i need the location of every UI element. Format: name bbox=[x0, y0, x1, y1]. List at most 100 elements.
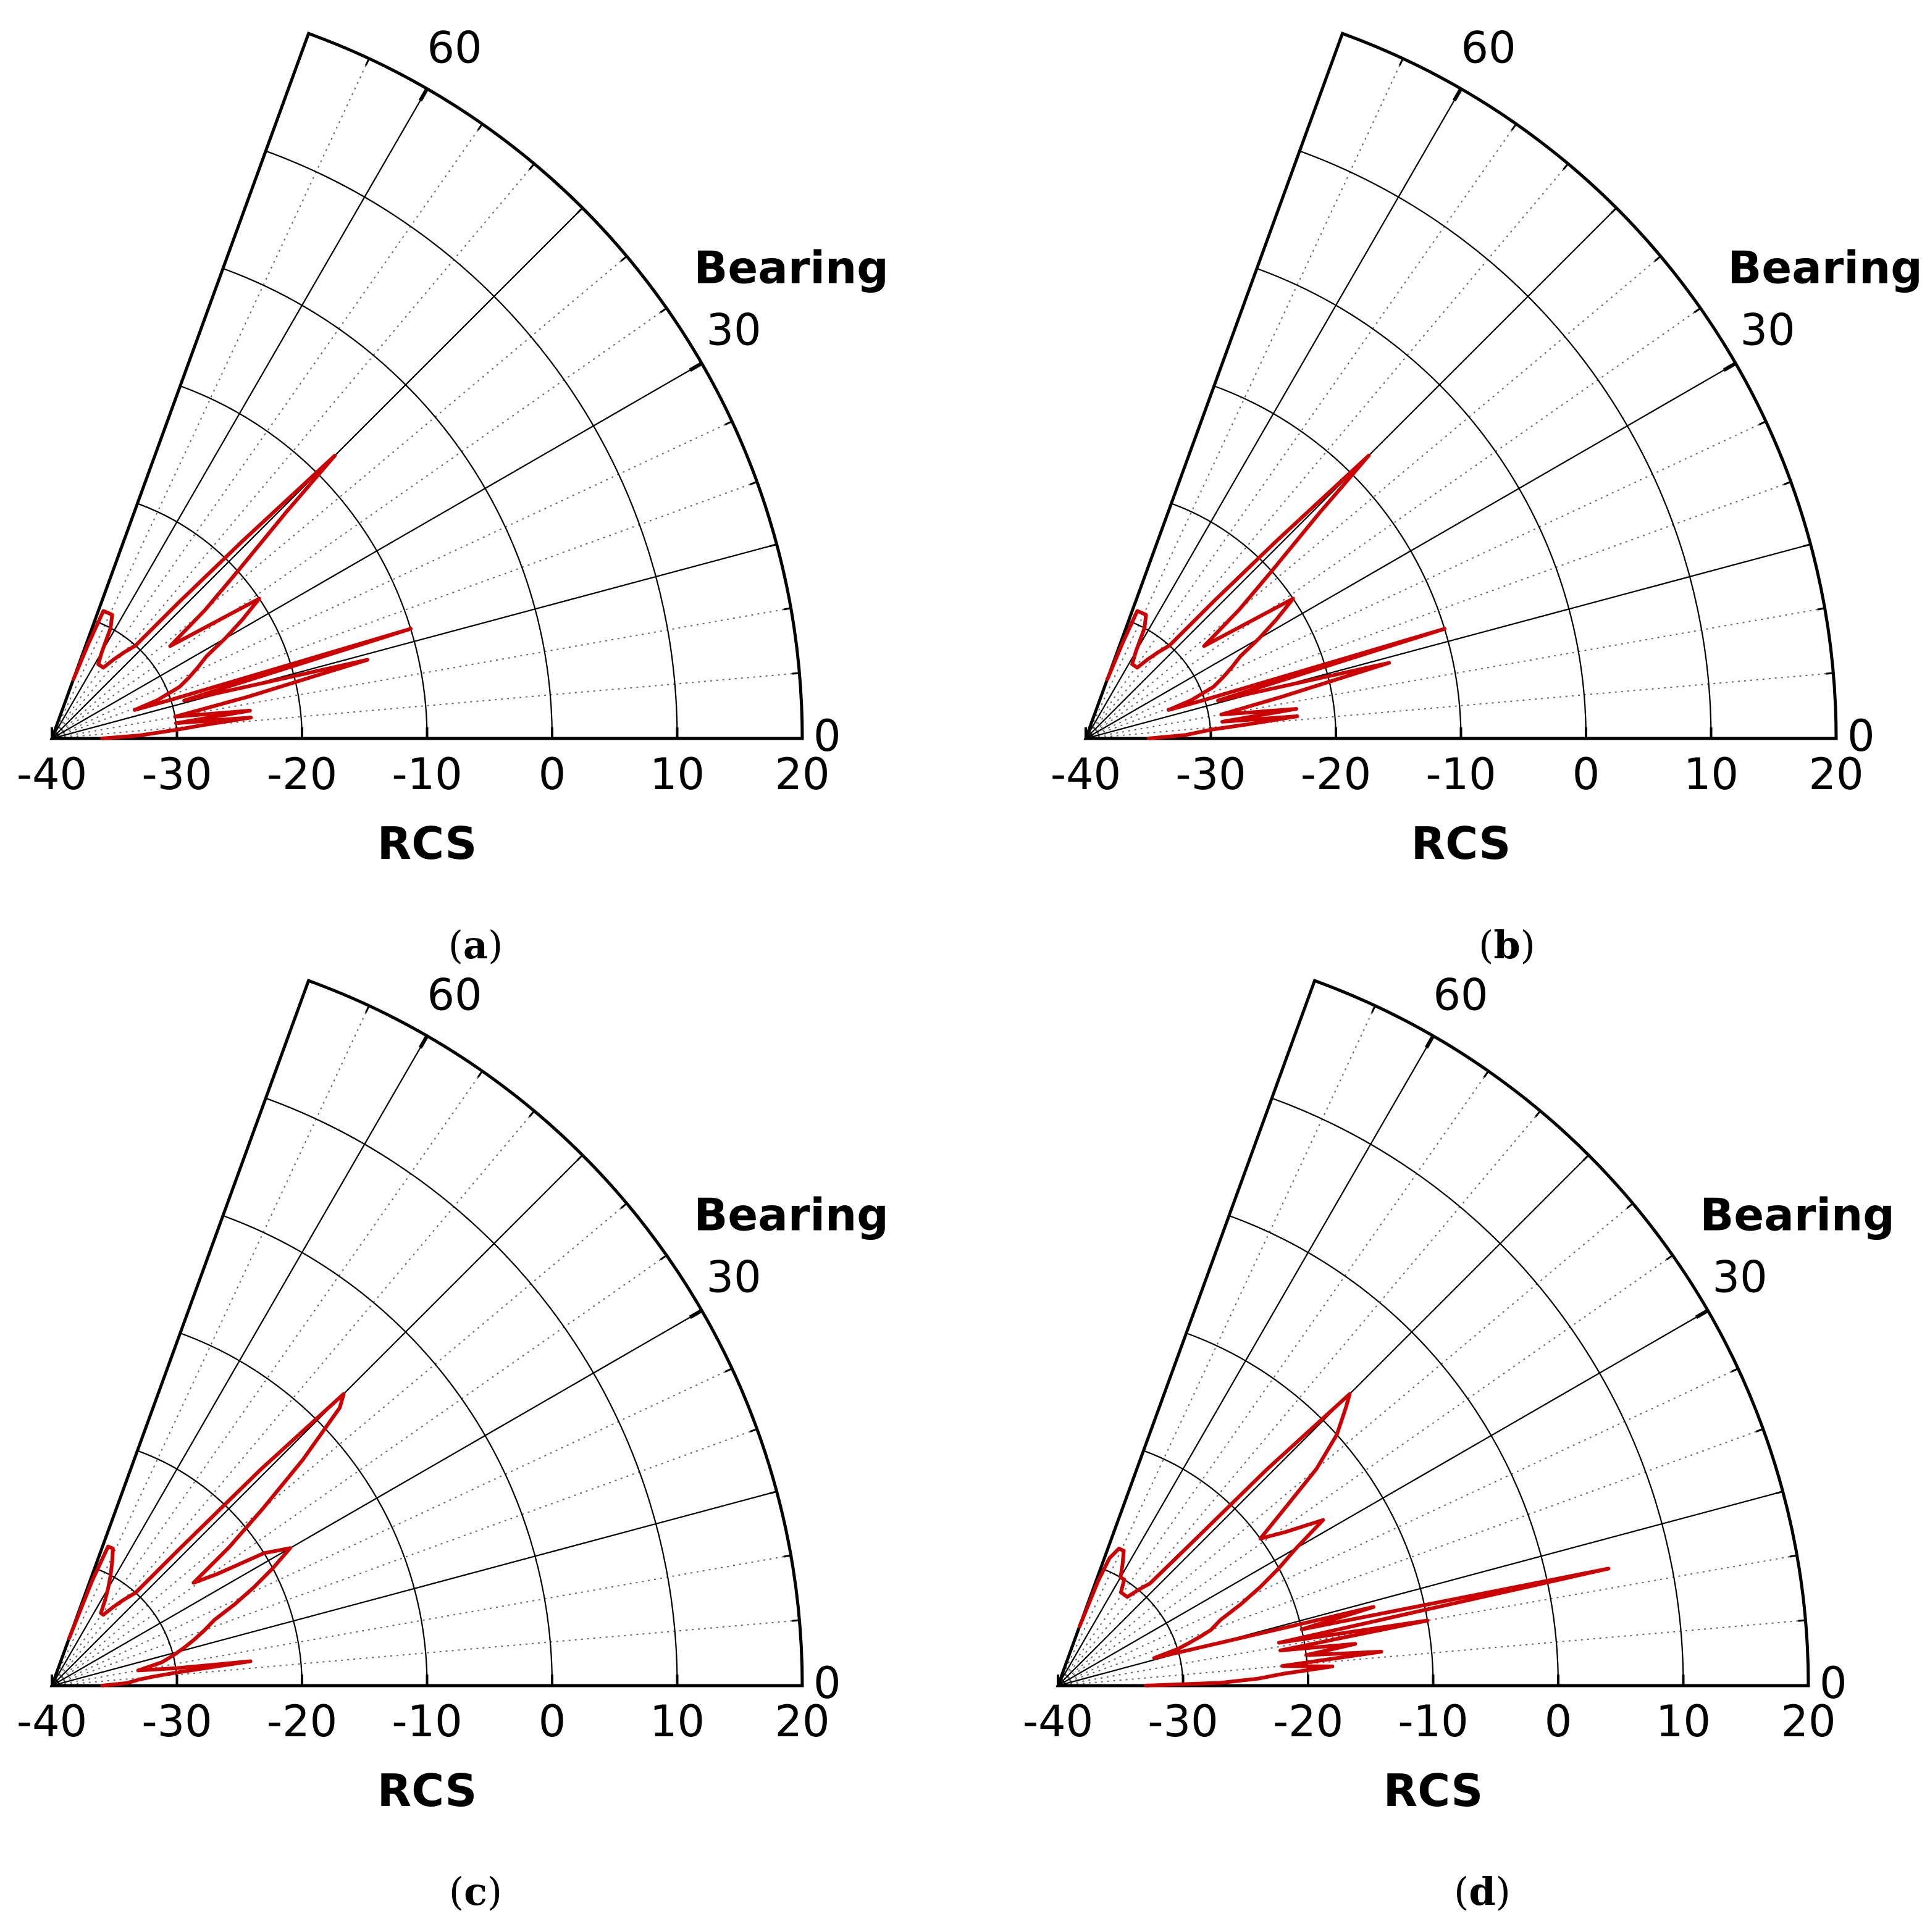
bearing-tick bbox=[529, 1110, 535, 1118]
rcs-data-point bbox=[175, 728, 178, 732]
rcs-data-point bbox=[193, 1637, 196, 1641]
rcs-data-point bbox=[138, 734, 141, 737]
bearing-tick bbox=[1483, 1070, 1490, 1078]
rcs-tick-label: -40 bbox=[1023, 1696, 1093, 1747]
rcs-tick-label: -20 bbox=[267, 749, 337, 800]
rcs-data-point bbox=[1425, 1619, 1429, 1622]
rcs-data-point bbox=[100, 1684, 104, 1687]
bearing-tick bbox=[1731, 1368, 1739, 1373]
bearing-tick bbox=[529, 163, 535, 170]
rcs-tick-label: -40 bbox=[17, 749, 87, 800]
rcs-data-point bbox=[1280, 695, 1283, 699]
rcs-data-point bbox=[134, 644, 137, 647]
rcs-data-point bbox=[1219, 1681, 1222, 1684]
rcs-data-point bbox=[1277, 1641, 1281, 1644]
rcs-data-point bbox=[178, 1547, 182, 1550]
rcs-data-point bbox=[1304, 1654, 1308, 1657]
rcs-data-point bbox=[1315, 1467, 1319, 1471]
bearing-tick bbox=[1693, 307, 1702, 314]
rcs-data-point bbox=[227, 1545, 231, 1549]
bearing-tick-label: 60 bbox=[1433, 969, 1488, 1020]
rcs-data-point bbox=[1321, 1518, 1325, 1522]
range-ring bbox=[1228, 1215, 1559, 1686]
rcs-tick-label: -40 bbox=[17, 1696, 87, 1747]
rcs-data-point bbox=[182, 699, 186, 703]
rcs-axis-title: RCS bbox=[377, 818, 477, 869]
rcs-data-point bbox=[248, 709, 252, 713]
rcs-data-point bbox=[1443, 627, 1446, 630]
range-ring bbox=[222, 1215, 553, 1686]
rcs-data-point bbox=[1134, 650, 1138, 654]
rcs-data-point bbox=[109, 626, 112, 630]
rcs-data-point bbox=[101, 1613, 105, 1616]
rcs-data-point bbox=[1256, 1677, 1260, 1681]
rcs-data-point bbox=[216, 1572, 220, 1576]
bearing-tick bbox=[724, 1368, 732, 1373]
rcs-data-point bbox=[1295, 714, 1299, 718]
rcs-data-point bbox=[1372, 1605, 1375, 1609]
rcs-data-point bbox=[1212, 685, 1215, 689]
rcs-data-point bbox=[100, 737, 104, 740]
rcs-data-point bbox=[284, 511, 288, 514]
panel-caption: (c) bbox=[449, 1869, 502, 1914]
rcs-tick-label: 10 bbox=[1684, 749, 1739, 800]
rcs-data-point bbox=[202, 627, 206, 630]
bearing-tick bbox=[620, 1202, 627, 1209]
bearing-tick bbox=[576, 207, 584, 214]
rcs-data-point bbox=[1280, 1664, 1284, 1668]
bearing-tick bbox=[1654, 255, 1661, 262]
panel-c: -40 -30 -20 -10 0 10 20 RCS 0 30 60 Bearing (c) bbox=[17, 969, 889, 1914]
rcs-data-point bbox=[262, 1551, 266, 1555]
rcs-data-point bbox=[99, 1612, 103, 1615]
rcs-data-point bbox=[122, 1597, 126, 1601]
bearing-tick bbox=[477, 123, 484, 131]
bearing-tick-label: 30 bbox=[1713, 1252, 1768, 1303]
bearing-tick bbox=[1610, 207, 1618, 214]
rcs-data-point bbox=[1275, 617, 1278, 621]
rcs-tick-label: 10 bbox=[1656, 1696, 1711, 1747]
rcs-data-point bbox=[90, 1579, 94, 1583]
rcs-tick-label: -10 bbox=[1425, 749, 1496, 800]
range-ring bbox=[1143, 1450, 1309, 1686]
bearing-tick bbox=[1371, 1005, 1376, 1013]
rcs-data-point bbox=[1246, 722, 1249, 726]
range-ring bbox=[1214, 385, 1462, 739]
bearing-tick bbox=[1452, 88, 1463, 102]
rcs-data-point bbox=[1187, 1641, 1191, 1645]
rcs-data-point bbox=[1167, 708, 1170, 712]
bearing-tick-label: 30 bbox=[707, 1252, 762, 1303]
rcs-data-point bbox=[1300, 1628, 1304, 1631]
rcs-data-point bbox=[1168, 644, 1171, 647]
rcs-tick-label: 20 bbox=[774, 749, 829, 800]
rcs-data-point bbox=[1348, 1392, 1351, 1395]
rcs-axis-title: RCS bbox=[1383, 1765, 1483, 1817]
bearing-tick bbox=[660, 307, 668, 314]
rcs-data-point bbox=[1190, 698, 1193, 702]
rcs-data-point bbox=[112, 1605, 115, 1608]
rcs-data-point bbox=[366, 658, 369, 662]
rcs-data-point bbox=[182, 1646, 186, 1650]
rcs-data-point bbox=[1212, 600, 1215, 603]
range-ring bbox=[1299, 150, 1712, 739]
rcs-data-point bbox=[1120, 643, 1123, 647]
rcs-data-point bbox=[1387, 661, 1391, 664]
rcs-data-point bbox=[224, 637, 227, 640]
bearing-tick bbox=[1783, 481, 1792, 485]
rcs-series-line bbox=[1077, 1392, 1611, 1687]
rcs-data-point bbox=[241, 539, 245, 542]
rcs-data-point bbox=[1219, 713, 1223, 716]
rcs-data-point bbox=[178, 685, 181, 689]
bearing-tick bbox=[792, 1619, 800, 1622]
bearing-tick bbox=[1758, 420, 1766, 425]
rcs-data-point bbox=[271, 1566, 275, 1570]
range-ring bbox=[1171, 503, 1337, 739]
rcs-data-point bbox=[160, 1660, 164, 1664]
rcs-tick-label: 0 bbox=[1545, 1696, 1572, 1747]
rcs-data-point bbox=[1239, 1602, 1243, 1606]
bearing-tick bbox=[724, 420, 732, 425]
rcs-data-point bbox=[1367, 454, 1370, 458]
bearing-tick bbox=[477, 1070, 484, 1078]
rcs-data-point bbox=[1122, 1593, 1126, 1597]
range-ring bbox=[265, 1097, 678, 1686]
